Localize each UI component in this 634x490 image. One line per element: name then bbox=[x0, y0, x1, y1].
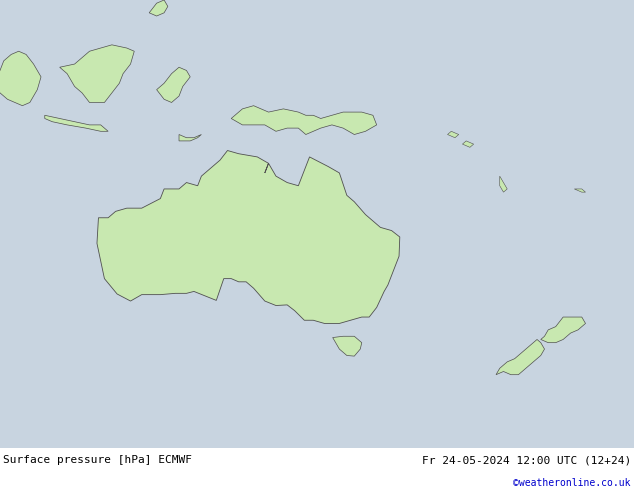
Polygon shape bbox=[541, 317, 586, 343]
Polygon shape bbox=[496, 340, 545, 375]
Polygon shape bbox=[45, 115, 108, 131]
Polygon shape bbox=[231, 106, 377, 135]
Polygon shape bbox=[462, 141, 474, 147]
Text: Surface pressure [hPa] ECMWF: Surface pressure [hPa] ECMWF bbox=[3, 455, 192, 465]
Polygon shape bbox=[333, 336, 362, 356]
Polygon shape bbox=[0, 51, 41, 106]
Polygon shape bbox=[179, 135, 202, 141]
Polygon shape bbox=[574, 189, 586, 192]
Polygon shape bbox=[97, 150, 400, 323]
Text: ©weatheronline.co.uk: ©weatheronline.co.uk bbox=[514, 477, 631, 488]
Polygon shape bbox=[149, 0, 168, 16]
Polygon shape bbox=[500, 176, 507, 192]
Text: Fr 24-05-2024 12:00 UTC (12+24): Fr 24-05-2024 12:00 UTC (12+24) bbox=[422, 455, 631, 465]
Polygon shape bbox=[60, 45, 134, 102]
Polygon shape bbox=[448, 131, 459, 138]
Polygon shape bbox=[157, 67, 190, 102]
